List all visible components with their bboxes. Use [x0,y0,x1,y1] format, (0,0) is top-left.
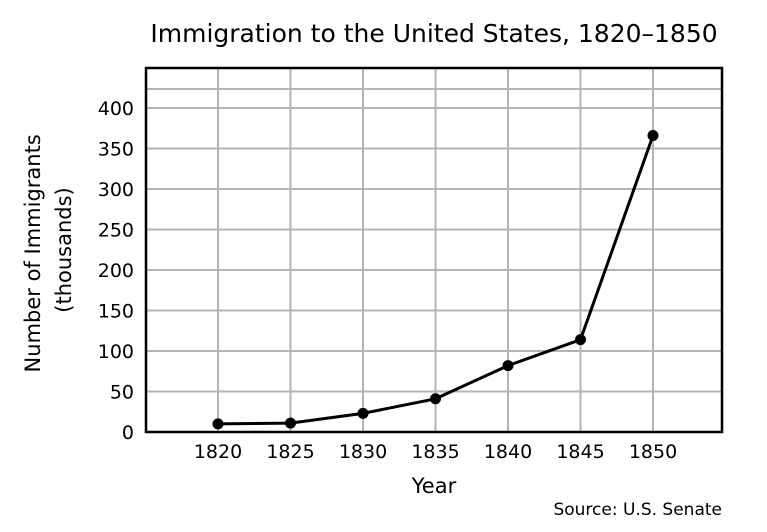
data-point-1830 [357,407,369,419]
x-tick-label-1830: 1830 [339,441,387,463]
data-point-1835 [430,393,441,405]
x-axis-title: Year [411,474,457,498]
y-tick-label-150: 150 [98,301,134,323]
plot-frame [144,66,724,434]
data-point-1820 [212,418,224,430]
y-tick-label-0: 0 [122,422,134,444]
y-axis-title-line-2: (thousands) [52,187,76,312]
x-tick-label-1825: 1825 [266,441,314,463]
y-tick-label-50: 50 [110,382,134,404]
data-points [212,130,659,430]
y-tick-label-250: 250 [98,220,134,242]
chart-title: Immigration to the United States, 1820–1… [150,19,717,48]
x-tick-label-1820: 1820 [194,441,242,463]
y-tick-label-300: 300 [98,179,134,201]
x-tick-label-1840: 1840 [484,441,532,463]
y-axis-title: Number of Immigrants (thousands) [21,128,76,373]
data-point-1850 [647,130,659,142]
y-tick-label-100: 100 [98,341,134,363]
y-axis-ticks: 0 50 100 150 200 250 300 350 400 [98,98,134,444]
data-point-1840 [502,360,514,372]
data-point-1845 [575,334,586,346]
y-tick-label-350: 350 [98,139,134,161]
x-tick-label-1850: 1850 [629,441,677,463]
grid-lines [146,68,722,432]
source-note: Source: U.S. Senate [553,500,722,520]
x-tick-label-1835: 1835 [411,441,459,463]
x-tick-label-1845: 1845 [556,441,604,463]
data-point-1825 [285,417,296,429]
x-axis-ticks: 1820 1825 1830 1835 1840 1845 1850 [194,441,677,463]
y-tick-label-200: 200 [98,260,134,282]
y-tick-label-400: 400 [98,98,134,120]
y-axis-title-line-1: Number of Immigrants [21,134,45,372]
